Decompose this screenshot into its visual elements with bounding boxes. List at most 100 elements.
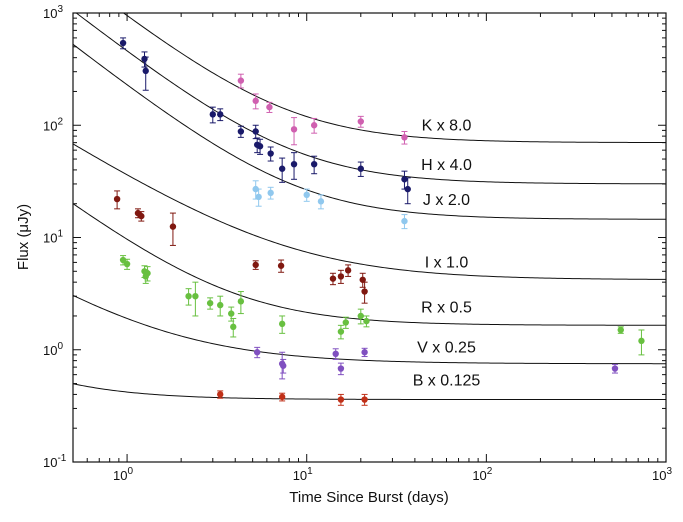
data-point-r [217, 301, 224, 309]
data-point-r [144, 270, 151, 277]
x-tick-labels: 100 101 102 103 [113, 466, 672, 483]
band-label-h: H x 4.0 [421, 157, 472, 174]
data-point-r [123, 260, 131, 268]
data-point-j [303, 191, 310, 199]
data-point-i [359, 276, 366, 283]
x-tick-exponent: 1 [307, 466, 313, 477]
data-point-i [113, 195, 121, 203]
x-tick-exponent: 3 [666, 466, 672, 477]
data-point-j [401, 217, 408, 225]
data-point-h [278, 165, 286, 172]
x-tick-exponent: 2 [487, 466, 493, 477]
y-tick-base: 10 [43, 118, 57, 133]
band-label-i: I x 1.0 [425, 255, 469, 272]
y-tick-base: 10 [43, 231, 57, 246]
y-tick-label: 101 [43, 229, 63, 246]
data-point-v [611, 365, 619, 372]
data-point-h [217, 111, 224, 118]
x-tick-label: 100 [113, 466, 133, 483]
x-tick-base: 10 [652, 468, 666, 483]
model-curve-i [73, 143, 666, 280]
data-points [113, 39, 645, 403]
x-tick-label: 102 [472, 466, 492, 483]
data-point-b [337, 396, 345, 403]
data-point-h [310, 160, 318, 168]
data-point-j [267, 189, 274, 197]
data-point-h [404, 185, 411, 193]
band-label-b: B x 0.125 [413, 373, 481, 390]
x-tick-label: 103 [652, 466, 672, 483]
data-point-j [317, 198, 325, 205]
data-point-b [361, 396, 368, 403]
data-point-h [290, 160, 298, 168]
model-curves [73, 13, 666, 401]
model-curve-v [73, 294, 666, 365]
data-point-k [357, 118, 364, 125]
data-point-i [252, 261, 259, 269]
y-tick-label: 102 [43, 116, 63, 133]
band-label-k: K x 8.0 [422, 117, 472, 134]
data-point-h [209, 111, 216, 118]
data-point-i [169, 223, 177, 230]
y-tick-base: 10 [43, 6, 57, 21]
axis-ticks [72, 13, 667, 463]
data-point-r [228, 310, 235, 317]
y-tick-exponent: 2 [57, 116, 63, 127]
data-point-k [310, 122, 318, 129]
data-point-h [252, 128, 259, 135]
data-point-i [277, 262, 285, 269]
y-axis-label: Flux (μJy) [15, 204, 32, 270]
data-point-r [342, 319, 349, 326]
x-tick-base: 10 [113, 468, 127, 483]
data-point-r [230, 323, 237, 331]
x-tick-base: 10 [293, 468, 307, 483]
band-label-r: R x 0.5 [421, 299, 472, 316]
data-point-k [401, 134, 408, 141]
y-tick-label: 100 [43, 341, 63, 358]
data-point-r [192, 292, 199, 300]
data-point-r [617, 326, 624, 334]
data-point-j [255, 193, 262, 201]
data-point-h [237, 128, 245, 135]
data-point-v [280, 362, 287, 369]
data-point-k [290, 126, 298, 133]
y-tick-exponent: 3 [57, 4, 63, 15]
model-curve-j [73, 43, 666, 220]
data-point-b [278, 393, 286, 401]
x-tick-exponent: 0 [128, 466, 134, 477]
data-point-i [361, 288, 368, 295]
data-point-k [266, 103, 273, 111]
data-point-h [267, 150, 274, 157]
model-curve-h [75, 13, 666, 185]
data-point-r [185, 292, 192, 300]
band-labels: K x 8.0 H x 4.0 J x 2.0 I x 1.0 R x 0.5 V x 0… [413, 117, 481, 389]
data-point-k [237, 77, 245, 84]
model-curve-r [73, 203, 666, 326]
x-axis-label: Time Since Burst (days) [289, 489, 449, 506]
data-point-j [252, 185, 259, 193]
data-point-r [237, 298, 245, 305]
data-point-h [142, 67, 149, 75]
data-point-i [337, 273, 345, 280]
data-point-h [401, 176, 408, 183]
data-point-r [357, 312, 364, 320]
data-point-h [357, 165, 364, 172]
data-point-v [253, 349, 261, 356]
model-curve-b [73, 383, 666, 401]
data-point-h [256, 143, 264, 150]
y-tick-exponent: -1 [57, 453, 66, 464]
data-point-r [278, 320, 286, 328]
data-point-i [329, 275, 337, 282]
y-tick-exponent: 1 [57, 229, 63, 240]
x-tick-label: 101 [293, 466, 313, 483]
data-point-r [363, 317, 370, 325]
model-curve-k [122, 13, 666, 144]
x-tick-base: 10 [472, 468, 486, 483]
data-point-b [217, 391, 224, 398]
y-tick-label: 10-1 [43, 453, 67, 470]
band-label-j: J x 2.0 [423, 192, 470, 209]
y-tick-base: 10 [43, 343, 57, 358]
data-point-v [361, 349, 368, 356]
